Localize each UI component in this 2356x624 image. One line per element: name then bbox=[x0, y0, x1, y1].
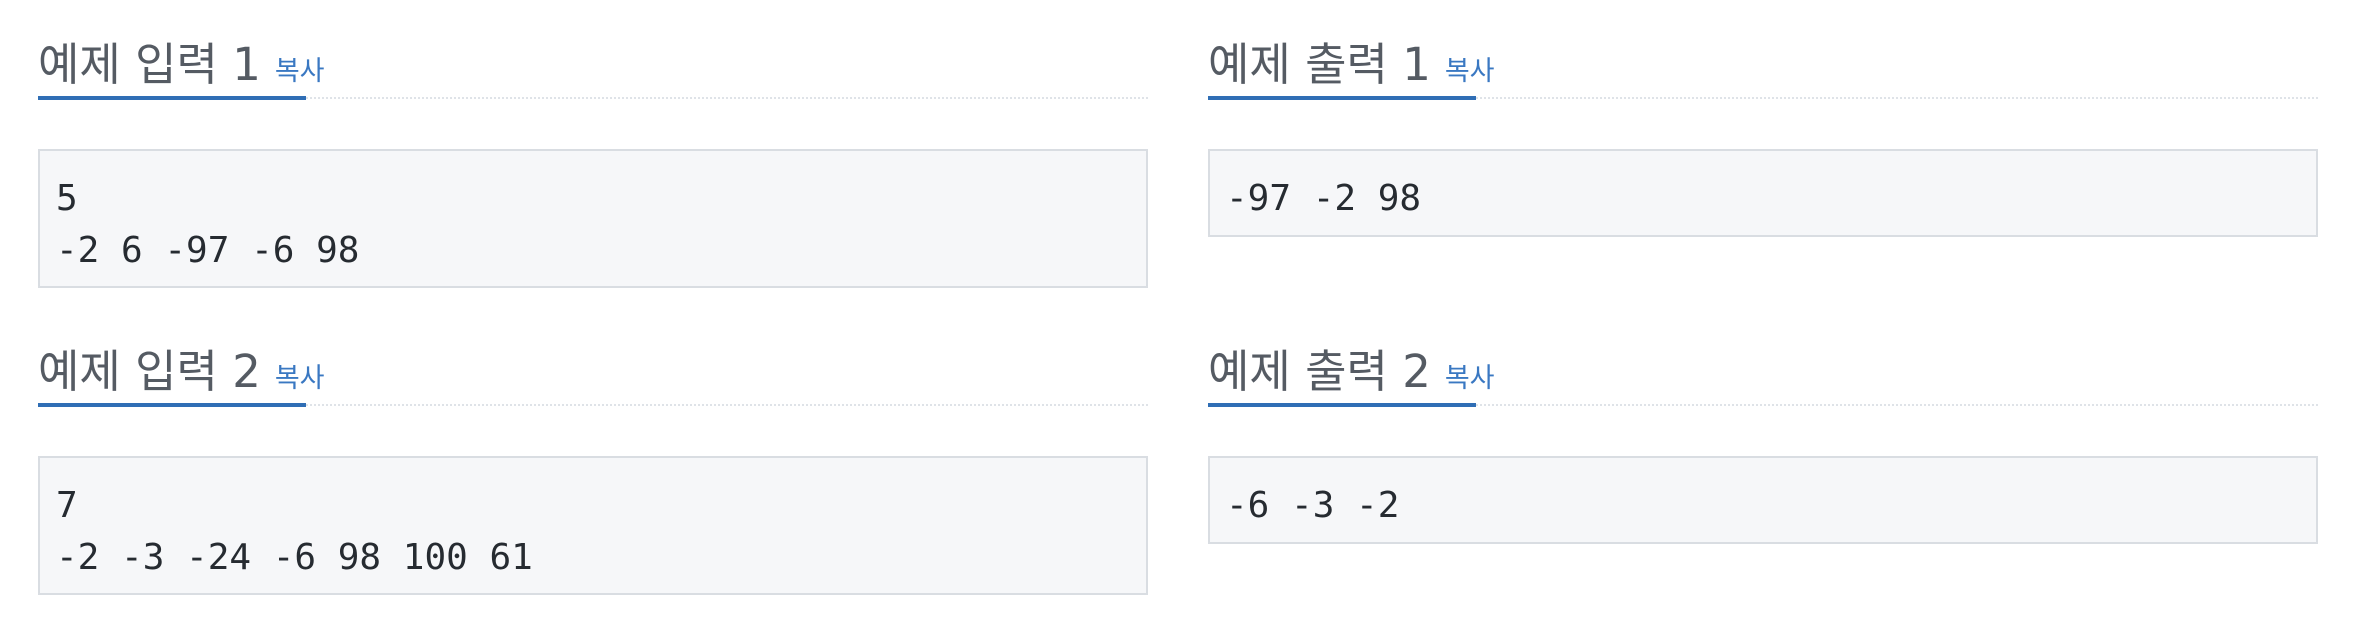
copy-button-output-1[interactable]: 복사 bbox=[1445, 49, 1495, 88]
headline-accent-bar bbox=[38, 96, 306, 100]
sample-output-1-data: -97 -2 98 bbox=[1208, 149, 2318, 237]
sample-input-1-title-wrap: 예제 입력 1 복사 bbox=[38, 28, 325, 98]
sample-output-1-title-wrap: 예제 출력 1 복사 bbox=[1208, 28, 1495, 98]
sample-input-1-data: 5 -2 6 -97 -6 98 bbox=[38, 149, 1148, 288]
headline-accent-bar bbox=[1208, 403, 1476, 407]
sample-input-2-title: 예제 입력 2 bbox=[38, 335, 261, 400]
sample-output-2-data: -6 -3 -2 bbox=[1208, 456, 2318, 544]
sample-line: -97 -2 98 bbox=[1226, 178, 1421, 219]
sample-grid: 예제 입력 1 복사 5 -2 6 -97 -6 98 예제 출력 1 복사 -… bbox=[38, 0, 2318, 614]
sample-line: 5 bbox=[56, 178, 78, 219]
sample-input-1: 예제 입력 1 복사 5 -2 6 -97 -6 98 bbox=[38, 0, 1148, 307]
sample-output-2-title-wrap: 예제 출력 2 복사 bbox=[1208, 335, 1495, 405]
sample-line: -6 -3 -2 bbox=[1226, 485, 1399, 526]
sample-output-1-headline: 예제 출력 1 복사 bbox=[1208, 0, 2318, 100]
sample-input-2: 예제 입력 2 복사 7 -2 -3 -24 -6 98 100 61 bbox=[38, 307, 1148, 614]
sample-input-1-title: 예제 입력 1 bbox=[38, 28, 261, 93]
headline-accent-bar bbox=[1208, 96, 1476, 100]
sample-input-2-headline: 예제 입력 2 복사 bbox=[38, 307, 1148, 407]
sample-output-1: 예제 출력 1 복사 -97 -2 98 bbox=[1208, 0, 2318, 307]
copy-button-output-2[interactable]: 복사 bbox=[1445, 356, 1495, 395]
sample-output-2-headline: 예제 출력 2 복사 bbox=[1208, 307, 2318, 407]
sample-input-1-headline: 예제 입력 1 복사 bbox=[38, 0, 1148, 100]
sample-output-2: 예제 출력 2 복사 -6 -3 -2 bbox=[1208, 307, 2318, 614]
sample-line: 7 bbox=[56, 485, 78, 526]
sample-output-2-title: 예제 출력 2 bbox=[1208, 335, 1431, 400]
sample-output-1-title: 예제 출력 1 bbox=[1208, 28, 1431, 93]
headline-accent-bar bbox=[38, 403, 306, 407]
copy-button-input-2[interactable]: 복사 bbox=[275, 356, 325, 395]
copy-button-input-1[interactable]: 복사 bbox=[275, 49, 325, 88]
sample-input-2-title-wrap: 예제 입력 2 복사 bbox=[38, 335, 325, 405]
sample-line: -2 6 -97 -6 98 bbox=[56, 230, 359, 271]
sample-input-2-data: 7 -2 -3 -24 -6 98 100 61 bbox=[38, 456, 1148, 595]
sample-line: -2 -3 -24 -6 98 100 61 bbox=[56, 537, 533, 578]
